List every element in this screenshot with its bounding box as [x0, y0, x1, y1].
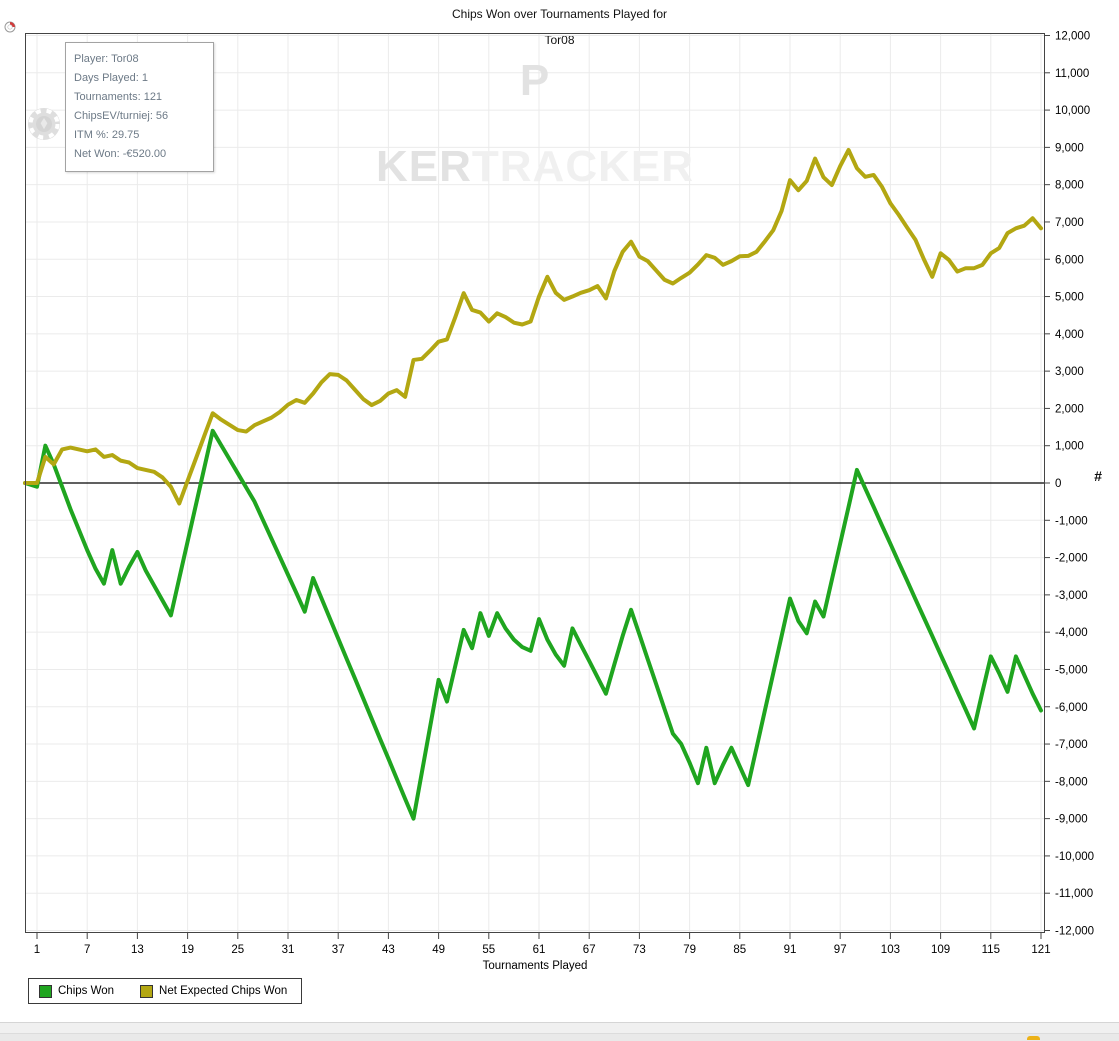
- legend-item-net-expected: Net Expected Chips Won: [140, 984, 288, 998]
- zero-axis-marker: #: [1094, 468, 1102, 484]
- svg-text:1,000: 1,000: [1055, 441, 1084, 453]
- svg-text:121: 121: [1031, 944, 1050, 956]
- svg-text:-1,000: -1,000: [1055, 515, 1088, 527]
- svg-text:-11,000: -11,000: [1055, 888, 1093, 900]
- svg-text:-6,000: -6,000: [1055, 702, 1088, 714]
- statusbar-lower: [0, 1033, 1119, 1041]
- svg-text:115: 115: [982, 944, 1000, 956]
- tooltip-tournaments: Tournaments: 121: [74, 91, 163, 103]
- svg-text:85: 85: [733, 944, 746, 956]
- chips-won-swatch-icon: [39, 984, 52, 998]
- svg-text:2,000: 2,000: [1055, 403, 1084, 415]
- svg-text:31: 31: [282, 944, 295, 956]
- svg-text:25: 25: [231, 944, 244, 956]
- svg-text:9,000: 9,000: [1055, 142, 1084, 154]
- svg-text:73: 73: [633, 944, 646, 956]
- svg-text:91: 91: [784, 944, 797, 956]
- svg-text:-2,000: -2,000: [1055, 553, 1088, 565]
- tooltip-player: Player: Tor08: [74, 53, 139, 65]
- watermark-text-tracker: TRACKER: [471, 142, 694, 191]
- svg-text:97: 97: [834, 944, 847, 956]
- svg-text:61: 61: [533, 944, 546, 956]
- svg-text:0: 0: [1055, 478, 1061, 490]
- svg-text:6,000: 6,000: [1055, 254, 1084, 266]
- tooltip-itm: ITM %: 29.75: [74, 129, 140, 141]
- svg-text:37: 37: [332, 944, 345, 956]
- svg-text:-5,000: -5,000: [1055, 664, 1088, 676]
- poker-chip-icon: [28, 108, 60, 140]
- statusbar: [0, 1022, 1119, 1034]
- chart-title: Chips Won over Tournaments Played for Tor…: [0, 7, 1119, 47]
- svg-text:-8,000: -8,000: [1055, 776, 1088, 788]
- svg-text:103: 103: [881, 944, 900, 956]
- chart-plot-area[interactable]: 1 7 13 19 25 31 37 43 49 55 61 67 73 79 85 91 97 103 109 11…: [23, 31, 1094, 972]
- svg-text:4,000: 4,000: [1055, 329, 1084, 341]
- svg-text:7: 7: [84, 944, 90, 956]
- svg-text:8,000: 8,000: [1055, 180, 1084, 192]
- pokertracker-watermark: P KERTRACKER: [25, 56, 1045, 192]
- svg-text:Tournaments Played: Tournaments Played: [483, 960, 588, 972]
- svg-text:7,000: 7,000: [1055, 217, 1084, 229]
- watermark-text-ker: KER: [375, 142, 472, 191]
- svg-text:-12,000: -12,000: [1055, 926, 1094, 938]
- svg-text:10,000: 10,000: [1055, 105, 1090, 117]
- svg-text:11,000: 11,000: [1055, 68, 1089, 80]
- svg-text:-10,000: -10,000: [1055, 851, 1094, 863]
- chart-plot-container: 1 7 13 19 25 31 37 43 49 55 61 67 73 79 85 91 97 103 109 11…: [23, 31, 1094, 972]
- taskbar-icon-partial[interactable]: [1027, 1036, 1040, 1040]
- net-expected-swatch-icon: [140, 984, 154, 998]
- svg-text:3,000: 3,000: [1055, 366, 1084, 378]
- svg-text:109: 109: [931, 944, 950, 956]
- svg-text:-7,000: -7,000: [1055, 739, 1088, 751]
- svg-text:13: 13: [131, 944, 144, 956]
- legend-label-net-expected: Net Expected Chips Won: [159, 985, 288, 997]
- legend-label-chips-won: Chips Won: [58, 985, 115, 997]
- svg-text:79: 79: [683, 944, 696, 956]
- svg-text:1: 1: [34, 944, 40, 956]
- svg-text:19: 19: [181, 944, 194, 956]
- chart-title-text: Chips Won over Tournaments Played for: [452, 7, 667, 21]
- svg-text:43: 43: [382, 944, 395, 956]
- chart-legend: Chips Won Net Expected Chips Won: [28, 978, 303, 1004]
- svg-text:-9,000: -9,000: [1055, 814, 1088, 826]
- svg-text:49: 49: [432, 944, 445, 956]
- watermark-text-p: P: [519, 56, 551, 105]
- svg-text:12,000: 12,000: [1055, 31, 1090, 43]
- svg-text:55: 55: [482, 944, 495, 956]
- svg-text:-3,000: -3,000: [1055, 590, 1088, 602]
- legend-item-chips-won: Chips Won: [39, 984, 115, 998]
- svg-text:-4,000: -4,000: [1055, 627, 1088, 639]
- tooltip-days-played: Days Played: 1: [74, 72, 148, 84]
- tooltip-net-won: Net Won: -€520.00: [74, 148, 167, 160]
- svg-text:67: 67: [583, 944, 596, 956]
- chart-title-player: Tor08: [544, 33, 575, 47]
- svg-text:5,000: 5,000: [1055, 292, 1084, 304]
- player-chip-icon: [4, 21, 16, 33]
- stats-tooltip: Player: Tor08 Days Played: 1 Tournaments…: [65, 42, 214, 172]
- tooltip-chipsev: ChipsEV/turniej: 56: [74, 110, 169, 122]
